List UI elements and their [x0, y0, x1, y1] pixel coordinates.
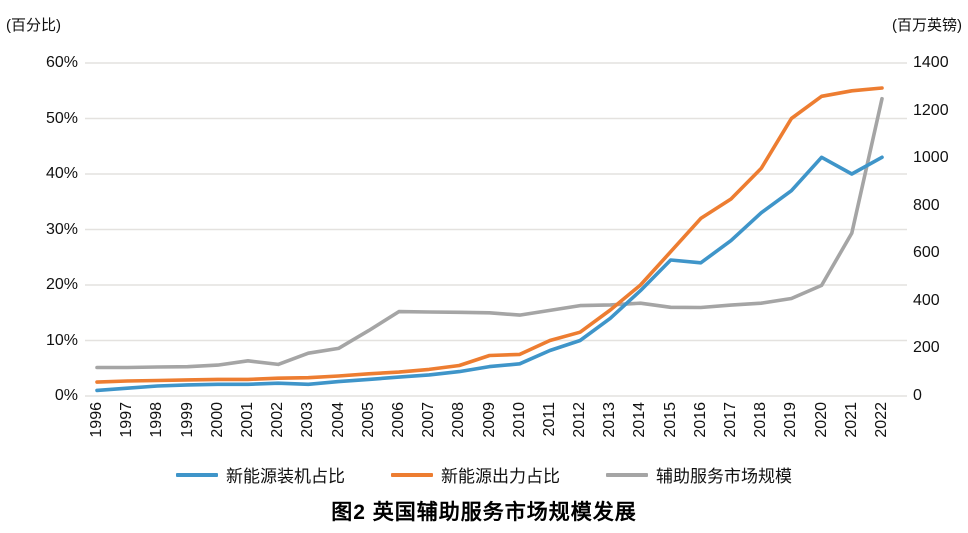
y-axis-left-tick: 50%: [45, 109, 78, 127]
series-line-新能源出力占比: [95, 86, 884, 384]
x-axis-tick-year: 2006: [389, 402, 407, 438]
x-axis-tick-year: 2019: [782, 402, 800, 438]
x-axis-tick-year: 2002: [269, 402, 287, 438]
y-axis-right-tick: 600: [913, 244, 940, 262]
series-line-辅助服务市场规模: [95, 96, 884, 370]
x-axis-tick-year: 2008: [450, 402, 468, 438]
legend-item: 新能源装机占比: [176, 462, 345, 487]
legend-line-swatch: [606, 472, 648, 477]
x-axis-tick-year: 2017: [722, 402, 740, 438]
right-axis-unit-label: (百万英镑): [892, 17, 962, 34]
y-axis-right-tick: 0: [913, 387, 922, 404]
y-axis-right-tick: 1400: [913, 54, 949, 71]
y-axis-left-tick: 60%: [45, 54, 78, 71]
legend-item: 新能源出力占比: [391, 462, 560, 487]
y-axis-right-tick: 400: [913, 291, 940, 309]
y-axis-left-tick: 30%: [45, 220, 78, 238]
x-axis-tick-year: 2012: [571, 402, 589, 438]
x-axis-tick-year: 2014: [631, 402, 649, 438]
x-axis-tick-year: 2005: [359, 402, 377, 438]
x-axis-tick-year: 2011: [540, 402, 558, 437]
x-axis-tick-year: 2020: [812, 402, 830, 438]
chart-legend: 新能源装机占比 新能源出力占比 辅助服务市场规模: [0, 462, 968, 487]
x-axis-tick-year: 2013: [601, 402, 619, 438]
x-axis-tick-year: 1998: [148, 402, 166, 438]
y-axis-right-tick: 200: [913, 339, 940, 357]
x-axis-tick-year: 1996: [88, 402, 105, 438]
series-line-新能源装机占比: [95, 155, 884, 393]
y-axis-right-tick: 1000: [913, 149, 949, 167]
x-axis-tick-year: 2003: [299, 402, 317, 438]
legend-label: 辅助服务市场规模: [656, 467, 792, 486]
x-axis-tick-year: 2016: [691, 402, 709, 438]
legend-item: 辅助服务市场规模: [606, 462, 792, 487]
y-axis-right-tick: 1200: [913, 101, 949, 119]
left-axis-unit-label: (百分比): [6, 17, 61, 34]
x-axis-tick-year: 2009: [480, 402, 498, 438]
x-axis-tick-year: 2001: [238, 402, 256, 438]
x-axis-tick-year: 2021: [842, 402, 860, 438]
x-axis-tick-year: 2018: [752, 402, 770, 438]
x-axis-tick-year: 2010: [510, 402, 528, 438]
y-axis-right-tick: 800: [913, 196, 940, 214]
y-axis-left-tick: 0%: [54, 387, 78, 404]
x-axis-tick-year: 1999: [178, 402, 196, 438]
legend-label: 新能源装机占比: [226, 467, 345, 486]
legend-line-swatch: [391, 472, 433, 477]
y-axis-left-tick: 20%: [45, 276, 78, 293]
x-axis-tick-year: 2007: [420, 402, 438, 438]
y-axis-left-tick: 10%: [45, 331, 78, 349]
y-axis-left-tick: 40%: [45, 165, 78, 182]
x-axis-tick-year: 2022: [873, 402, 890, 438]
x-axis-tick-year: 2004: [329, 402, 347, 438]
x-axis-tick-year: 2015: [661, 402, 679, 438]
x-axis-tick-year: 2000: [208, 402, 226, 438]
figure-title: 图2 英国辅助服务市场规模发展: [331, 501, 637, 524]
legend-line-swatch: [176, 472, 218, 477]
x-axis-tick-year: 1997: [118, 402, 136, 438]
legend-label: 新能源出力占比: [441, 467, 560, 486]
